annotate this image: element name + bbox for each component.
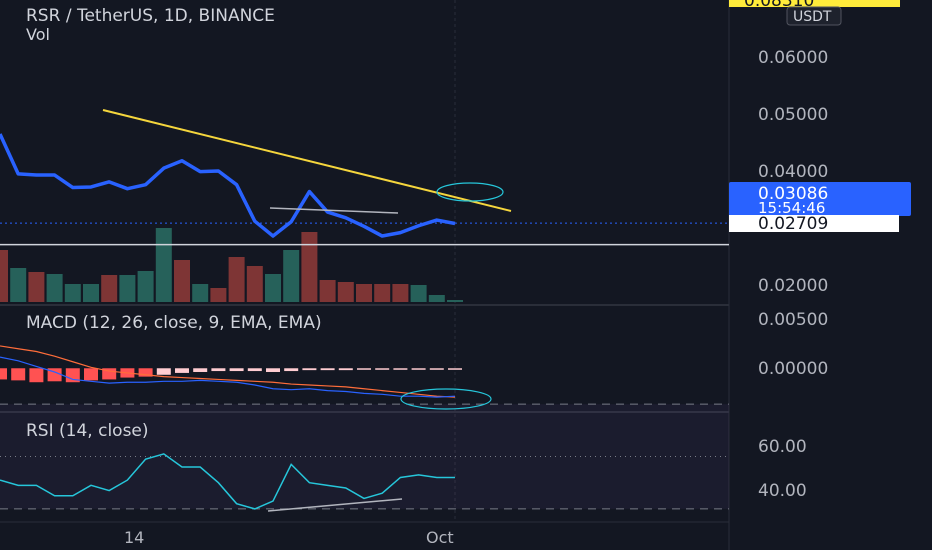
macd-histogram-bar bbox=[302, 368, 317, 371]
volume-bar bbox=[83, 284, 99, 302]
volume-bar bbox=[301, 232, 318, 302]
volume-bar bbox=[0, 250, 8, 302]
volume-bar bbox=[64, 284, 81, 302]
volume-label: Vol bbox=[26, 25, 50, 44]
macd-histogram-bar bbox=[229, 368, 244, 372]
price-axis-tick: 0.04000 bbox=[758, 162, 828, 182]
volume-bar bbox=[319, 280, 336, 302]
volume-bar bbox=[246, 266, 263, 302]
price-axis-ticks[interactable]: 0.06000 0.05000 0.04000 0.02000 bbox=[758, 48, 828, 296]
support-price-value: 0.02709 bbox=[758, 214, 828, 234]
volume-bar bbox=[119, 275, 136, 302]
price-highlight-circle[interactable] bbox=[436, 182, 504, 202]
macd-axis-tick-2: 0.00000 bbox=[758, 359, 828, 379]
volume-bar bbox=[428, 295, 445, 302]
volume-bars bbox=[0, 228, 463, 302]
currency-button[interactable] bbox=[786, 6, 842, 26]
macd-histogram-bar bbox=[65, 368, 80, 383]
macd-histogram-bar bbox=[320, 368, 335, 371]
top-price-badge bbox=[729, 0, 900, 7]
macd-histogram-bar bbox=[375, 368, 390, 370]
volume-bar bbox=[228, 257, 245, 302]
macd-histogram-bar bbox=[29, 368, 44, 383]
volume-bar bbox=[137, 271, 154, 302]
volume-bar bbox=[28, 272, 45, 302]
macd-axis-tick-1: 0.00500 bbox=[758, 310, 828, 330]
bar-countdown: 15:54:46 bbox=[758, 199, 825, 217]
last-price-value: 0.03086 bbox=[758, 184, 828, 204]
macd-histogram-bar bbox=[102, 368, 117, 380]
time-axis-tick-oct: Oct bbox=[426, 528, 454, 547]
price-line bbox=[0, 133, 456, 238]
volume-bar bbox=[356, 284, 372, 302]
price-axis-tick: 0.05000 bbox=[758, 105, 828, 125]
volume-bar bbox=[265, 274, 281, 302]
price-axis-tick: 0.06000 bbox=[758, 48, 828, 68]
macd-histogram-bar bbox=[211, 368, 226, 372]
volume-bar bbox=[174, 260, 190, 302]
macd-histogram-bar bbox=[393, 368, 408, 370]
macd-histogram-bar bbox=[175, 368, 189, 373]
macd-histogram-bar bbox=[284, 368, 299, 372]
top-price-badge-text: 0.08310 bbox=[744, 0, 814, 11]
price-divergence-line[interactable] bbox=[269, 207, 399, 214]
volume-bar bbox=[101, 275, 118, 302]
rsi-axis-tick-60: 60.00 bbox=[758, 437, 807, 457]
volume-bar bbox=[392, 284, 409, 302]
price-axis-tick: 0.02000 bbox=[758, 276, 828, 296]
volume-bar bbox=[283, 250, 300, 302]
macd-highlight-circle[interactable] bbox=[400, 388, 492, 410]
volume-bar bbox=[10, 268, 27, 302]
macd-histogram-bar bbox=[247, 368, 262, 372]
rsi-background-band bbox=[0, 404, 729, 509]
rsi-line bbox=[0, 453, 455, 510]
time-axis-tick-14: 14 bbox=[124, 528, 144, 547]
macd-histogram-bar bbox=[0, 368, 7, 380]
volume-bar bbox=[46, 274, 63, 302]
macd-histogram-bar bbox=[429, 368, 444, 370]
macd-histogram-bar bbox=[11, 368, 26, 381]
macd-histogram-bar bbox=[448, 368, 462, 370]
chart-title: RSR / TetherUS, 1D, BINANCE bbox=[26, 6, 275, 26]
macd-histogram-bar bbox=[357, 368, 371, 370]
last-price-badge bbox=[729, 182, 911, 216]
volume-bar bbox=[374, 284, 391, 302]
macd-histogram bbox=[0, 368, 462, 383]
volume-bar bbox=[410, 285, 427, 302]
rsi-axis-tick-40: 40.00 bbox=[758, 481, 807, 501]
rsi-divergence-line[interactable] bbox=[267, 498, 403, 512]
volume-bar bbox=[337, 282, 354, 302]
currency-label: USDT bbox=[793, 9, 832, 25]
macd-legend: MACD (12, 26, close, 9, EMA, EMA) bbox=[26, 313, 322, 333]
macd-histogram-bar bbox=[138, 368, 153, 377]
macd-histogram-bar bbox=[193, 368, 208, 372]
macd-line bbox=[0, 356, 456, 398]
rsi-band-lines bbox=[0, 403, 729, 510]
macd-histogram-bar bbox=[266, 368, 280, 372]
volume-bar bbox=[447, 300, 463, 302]
macd-signal-line bbox=[0, 345, 456, 398]
volume-bar bbox=[155, 228, 172, 302]
volume-bar bbox=[192, 284, 209, 302]
support-price-badge bbox=[729, 215, 899, 232]
macd-histogram-bar bbox=[411, 368, 426, 370]
rsi-legend: RSI (14, close) bbox=[26, 421, 149, 441]
macd-histogram-bar bbox=[84, 368, 98, 381]
volume-bar bbox=[210, 288, 227, 302]
macd-histogram-bar bbox=[156, 368, 171, 375]
descending-trendline[interactable] bbox=[102, 109, 512, 212]
macd-histogram-bar bbox=[338, 368, 353, 371]
